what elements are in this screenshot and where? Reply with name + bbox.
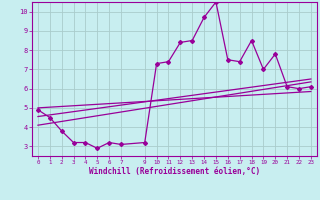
X-axis label: Windchill (Refroidissement éolien,°C): Windchill (Refroidissement éolien,°C) <box>89 167 260 176</box>
